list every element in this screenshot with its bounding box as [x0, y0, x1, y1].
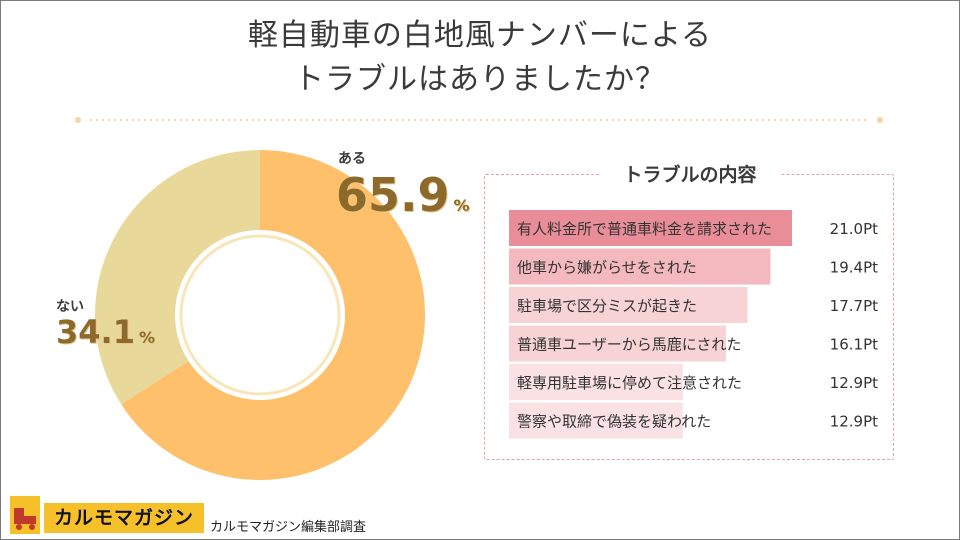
bar-label-5: 警察や取締で偽装を疑われた	[517, 413, 711, 431]
bar-label-1: 他車から嫌がらせをされた	[517, 259, 697, 277]
bar-0	[509, 210, 792, 246]
donut-slice-no	[95, 150, 261, 405]
divider-dot-right	[877, 117, 883, 123]
logo-icon	[10, 496, 40, 534]
bar-1	[509, 248, 771, 285]
panel-title: トラブルの内容	[600, 160, 780, 190]
divider-dot-left	[75, 117, 81, 123]
credit-text: カルモマガジン編集部調査	[210, 520, 367, 535]
title-line-1: 軽自動車の白地風ナンバーによる	[247, 18, 713, 53]
bar-4	[509, 364, 683, 400]
bar-value-0: 21.0Pt	[830, 220, 878, 238]
chart-title: 軽自動車の白地風ナンバーによる トラブルはありましたか？	[0, 14, 960, 102]
no-label: ない	[56, 299, 84, 315]
donut-inner-ring	[179, 234, 341, 396]
bar-value-4: 12.9Pt	[830, 374, 878, 392]
bar-2	[509, 287, 748, 323]
bar-label-4: 軽専用駐車場に停めて注意された	[517, 374, 742, 392]
bar-label-3: 普通車ユーザーから馬鹿にされた	[517, 336, 741, 354]
bar-value-5: 12.9Pt	[830, 413, 878, 431]
yes-label: ある	[338, 151, 366, 167]
donut-slice-yes	[121, 150, 425, 481]
yes-percentage: 65.9%	[336, 168, 470, 233]
bar-5	[509, 402, 683, 439]
bar-label-2: 駐車場で区分ミスが起きた	[517, 297, 697, 315]
bar-value-2: 17.7Pt	[830, 297, 878, 315]
bar-value-1: 19.4Pt	[830, 259, 878, 277]
yes-value: 65.9	[336, 168, 450, 222]
yes-unit: %	[453, 196, 470, 215]
no-unit: %	[138, 328, 155, 347]
bar-3	[509, 325, 726, 362]
bar-value-3: 16.1Pt	[830, 336, 878, 354]
title-line-2: トラブルはありましたか？	[294, 62, 666, 97]
no-value: 34.1	[56, 313, 135, 351]
title-divider	[75, 117, 883, 123]
donut-chart	[95, 150, 425, 481]
logo-text: カルモマガジン	[44, 503, 204, 533]
bar-label-0: 有人料金所で普通車料金を請求された	[517, 220, 772, 238]
no-percentage: 34.1%	[56, 312, 155, 358]
